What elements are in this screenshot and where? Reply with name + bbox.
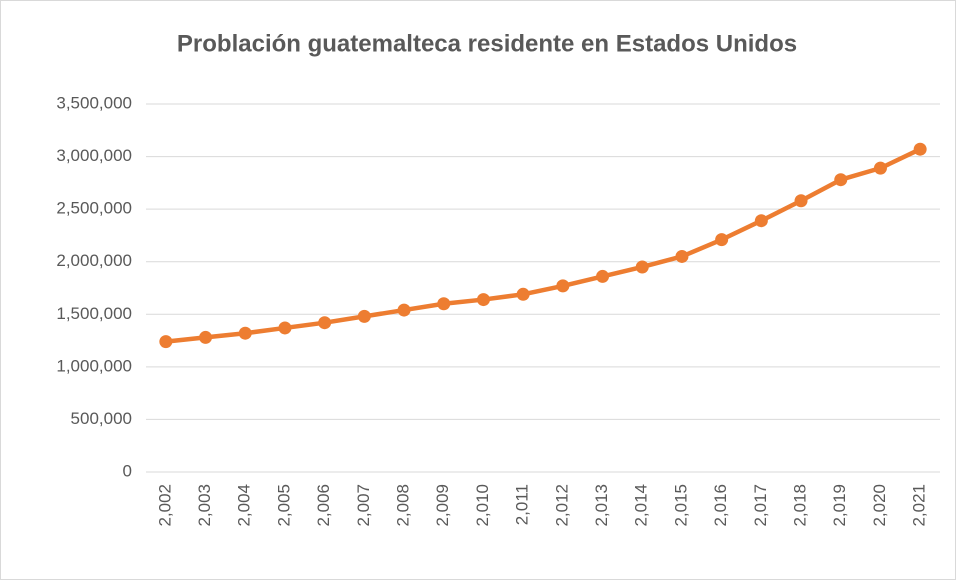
y-tick-label: 1,500,000 (56, 304, 132, 323)
point (715, 233, 729, 247)
line (163, 146, 923, 344)
point (596, 269, 610, 283)
point (913, 142, 927, 156)
x-tick-label: 2,004 (235, 484, 254, 527)
point (873, 161, 887, 175)
point (476, 293, 490, 307)
x-tick-label: 2,015 (671, 484, 690, 527)
x-tick-label: 2,003 (195, 484, 214, 527)
point (834, 173, 848, 187)
x-tick-label: 2,014 (632, 484, 651, 527)
x-tick-label: 2,013 (592, 484, 611, 527)
point (199, 330, 213, 344)
y-tick-label: 3,500,000 (56, 93, 132, 112)
point (754, 214, 768, 228)
x-tick-label: 2,021 (910, 484, 929, 527)
x-tick-label: 2,018 (791, 484, 810, 527)
point (516, 287, 530, 301)
point (675, 249, 689, 263)
x-tick-label: 2,020 (870, 484, 889, 527)
x-tick-label: 2,008 (394, 484, 413, 527)
x-tick-label: 2,016 (711, 484, 730, 527)
y-tick-label: 2,500,000 (56, 199, 132, 218)
x-tick-label: 2,019 (830, 484, 849, 527)
point (318, 316, 332, 330)
x-tick-label: 2,006 (314, 484, 333, 527)
point (159, 335, 173, 349)
x-tick-label: 2,011 (513, 484, 532, 525)
chart-title: Problación guatemalteca residente en Est… (177, 30, 797, 57)
x-tick-label: 2,017 (751, 484, 770, 527)
x-tick-label: 2,005 (274, 484, 293, 527)
y-tick-label: 1,000,000 (56, 356, 132, 375)
point (397, 303, 411, 317)
x-tick-label: 2,002 (155, 484, 174, 527)
point (238, 326, 252, 340)
x-tick-label: 2,010 (473, 484, 492, 527)
point (357, 309, 371, 323)
point (437, 297, 451, 311)
x-tick-label: 2,012 (552, 484, 571, 527)
point (556, 279, 570, 293)
point (635, 260, 649, 274)
y-tick-label: 3,000,000 (56, 146, 132, 165)
x-tick-label: 2,007 (354, 484, 373, 527)
y-tick-label: 2,000,000 (56, 251, 132, 270)
point (278, 321, 292, 335)
y-tick-label: 500,000 (71, 409, 132, 428)
point (794, 194, 808, 208)
x-tick-label: 2,009 (433, 484, 452, 527)
y-tick-label: 0 (123, 461, 132, 480)
